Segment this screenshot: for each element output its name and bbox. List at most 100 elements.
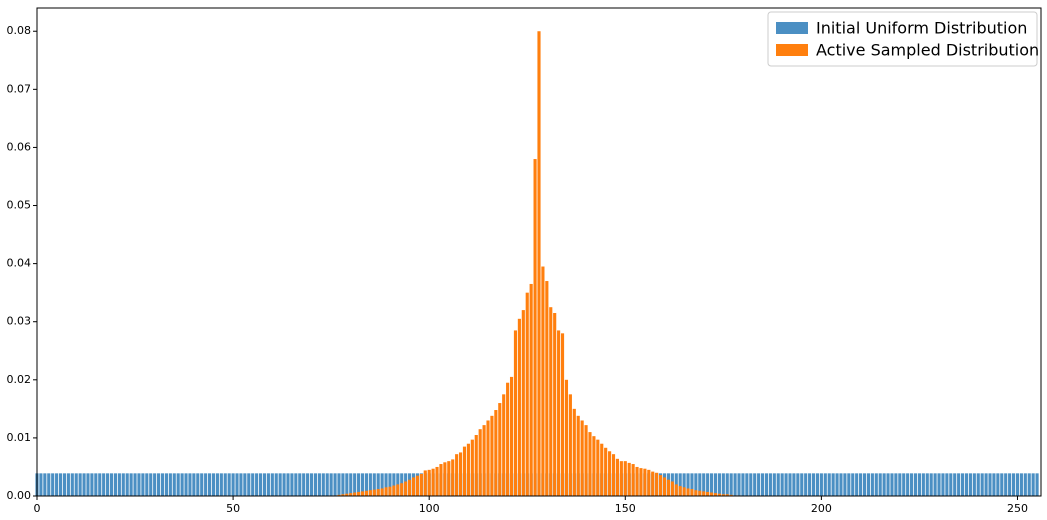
bar (302, 473, 306, 496)
bar (878, 473, 882, 496)
bar (862, 473, 867, 496)
bar (874, 473, 878, 496)
bar (709, 492, 714, 496)
bar (882, 473, 886, 496)
bar (94, 473, 98, 496)
bar (106, 473, 110, 496)
bar (729, 473, 733, 496)
bar (945, 473, 949, 496)
bar (553, 313, 557, 496)
bar (859, 473, 863, 496)
bar (1011, 473, 1016, 496)
bar (560, 333, 565, 496)
bar (608, 451, 612, 496)
bar (1035, 473, 1039, 496)
bar (215, 473, 219, 496)
bar (890, 473, 894, 496)
bar (368, 473, 372, 496)
bar (592, 436, 596, 496)
bar (388, 473, 392, 496)
bar (811, 473, 816, 496)
x-tick-label: 150 (615, 502, 636, 515)
bar (470, 439, 474, 496)
bar (47, 473, 51, 496)
bar (109, 473, 114, 496)
bar (596, 439, 600, 496)
bar (266, 473, 270, 496)
bar (329, 473, 333, 496)
bar (694, 473, 698, 496)
bar (690, 473, 694, 496)
bar (243, 473, 247, 496)
bar (662, 477, 667, 496)
bar (494, 410, 498, 496)
bar (623, 461, 627, 496)
bar (702, 491, 706, 496)
bar (537, 31, 541, 496)
bar (917, 473, 921, 496)
bar (702, 473, 706, 496)
bar (686, 473, 690, 496)
bar (698, 473, 702, 496)
bar (725, 494, 729, 496)
bar (819, 473, 823, 496)
bar (815, 473, 820, 496)
bar (639, 468, 643, 496)
bar (317, 473, 321, 496)
bar (800, 473, 804, 496)
bar (698, 490, 702, 496)
bar (251, 473, 255, 496)
bar (1031, 473, 1035, 496)
bar (282, 473, 286, 496)
bar (1004, 473, 1008, 496)
bar (772, 473, 776, 496)
bar (39, 473, 43, 496)
bar (211, 473, 216, 496)
bar (439, 464, 443, 496)
y-tick-label: 0.04 (7, 257, 32, 270)
bar (141, 473, 145, 496)
bar (898, 473, 902, 496)
bar (153, 473, 157, 496)
bar (635, 466, 639, 496)
bar (341, 473, 345, 496)
bar (906, 473, 910, 496)
bar (517, 318, 521, 496)
bar (506, 382, 510, 496)
bar (392, 473, 396, 496)
bar (357, 491, 361, 496)
y-tick-label: 0.08 (7, 24, 32, 37)
bar (972, 473, 976, 496)
bar (851, 473, 855, 496)
bar (729, 494, 733, 496)
bar (757, 473, 761, 496)
bar (443, 462, 447, 496)
bar (674, 484, 678, 496)
bar (149, 473, 153, 496)
bar (388, 486, 392, 496)
bar (51, 473, 55, 496)
bar (380, 488, 384, 496)
bar (400, 483, 404, 496)
bar (615, 458, 620, 496)
y-tick-label: 0.06 (7, 140, 32, 153)
bar (572, 408, 576, 496)
bar (345, 493, 349, 496)
bar (988, 473, 992, 496)
bar (219, 473, 223, 496)
bar (835, 473, 839, 496)
bar (164, 473, 168, 496)
bar (392, 485, 396, 496)
bar (525, 292, 529, 496)
bar (960, 473, 965, 496)
bar (353, 492, 357, 496)
bar (792, 473, 796, 496)
bar (278, 473, 282, 496)
bar (533, 159, 537, 497)
bar (419, 473, 423, 496)
bar (717, 473, 721, 496)
y-tick-label: 0.02 (7, 373, 32, 386)
bar (925, 473, 929, 496)
bar (1027, 473, 1031, 496)
bar (357, 473, 361, 496)
